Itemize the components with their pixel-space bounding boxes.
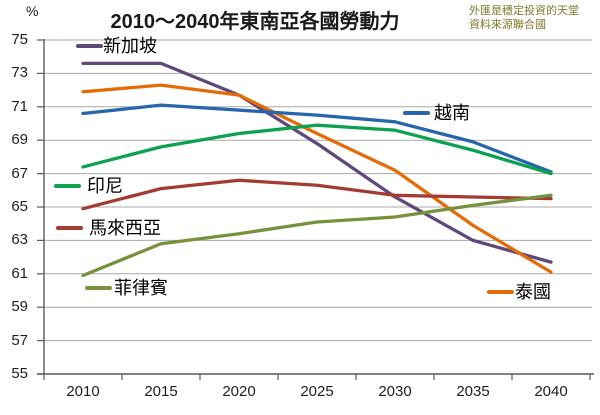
source-note-line1: 外匯是穩定投資的天堂 xyxy=(469,5,579,17)
y-axis-tick-label: 67 xyxy=(11,164,28,182)
source-note: 外匯是穩定投資的天堂 資料來源聯合國 xyxy=(469,4,599,33)
y-axis-tick-label: 69 xyxy=(11,131,28,149)
series-line-thailand xyxy=(81,83,553,274)
y-axis-tick-label: 63 xyxy=(11,231,28,249)
x-axis-tick-label: 2015 xyxy=(144,383,178,400)
x-axis-tick-label: 2020 xyxy=(222,383,256,400)
series-line-malaysia xyxy=(81,178,553,211)
legend-label-indonesia: 印尼 xyxy=(87,176,123,196)
x-axis-tick-label: 2035 xyxy=(456,383,490,400)
x-axis-tick-label: 2025 xyxy=(300,383,334,400)
legend-swatch-philippines xyxy=(85,286,112,290)
chart-title: 2010～2040年東南亞各國勞動力 xyxy=(110,11,400,33)
legend-label-singapore: 新加坡 xyxy=(103,36,157,56)
x-axis-tick-label: 2040 xyxy=(534,383,568,400)
legend-swatch-thailand xyxy=(487,290,514,294)
y-axis-tick-label: 61 xyxy=(11,264,28,282)
x-axis-tick-label: 2010 xyxy=(66,383,100,400)
legend-label-vietnam: 越南 xyxy=(434,103,470,123)
series-line-singapore xyxy=(81,61,553,264)
y-axis-tick-label: 73 xyxy=(11,64,28,82)
series-line-philippines xyxy=(81,193,553,278)
y-axis-tick-label: 71 xyxy=(11,97,28,115)
legend-label-philippines: 菲律賓 xyxy=(114,278,168,298)
x-axis-tick-label: 2030 xyxy=(378,383,412,400)
y-axis-tick-label: 57 xyxy=(11,331,28,349)
y-axis-tick-label: 65 xyxy=(11,198,28,215)
source-note-line2: 資料來源聯合國 xyxy=(469,19,546,32)
legend-swatch-vietnam xyxy=(403,111,430,115)
y-axis-tick-label: 59 xyxy=(11,298,28,316)
y-axis-tick-label: 55 xyxy=(11,365,28,382)
legend-swatch-malaysia xyxy=(56,226,83,230)
legend-swatch-singapore xyxy=(76,44,103,48)
series-line-vietnam xyxy=(81,103,553,174)
legend-label-thailand: 泰國 xyxy=(515,282,551,302)
legend-swatch-indonesia xyxy=(54,184,81,188)
y-axis-tick-label: 75 xyxy=(11,31,28,48)
legend-label-malaysia: 馬來西亞 xyxy=(89,218,161,238)
y-axis-unit-label: % xyxy=(26,3,39,19)
series-line-indonesia xyxy=(81,123,553,176)
